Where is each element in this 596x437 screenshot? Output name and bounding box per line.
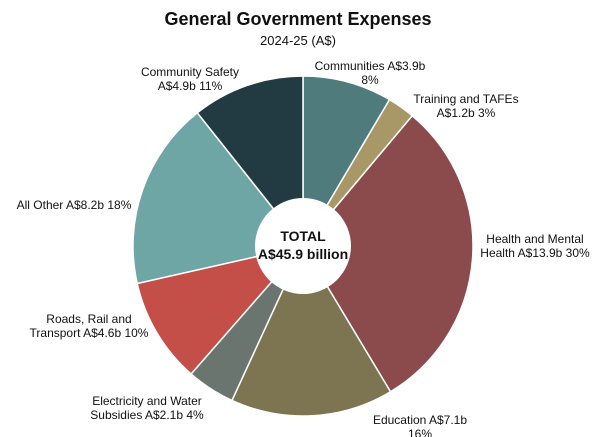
center-total-value: A$45.9 billion (258, 246, 348, 262)
slice-community-safety (196, 75, 304, 249)
label-line: Health A$13.9b 30% (480, 246, 590, 260)
slice-labels: Communities A$3.9b 8%Training and TAFEs A$… (17, 59, 590, 437)
label-health-and-mental-health: Health and Mental Health A$13.9b 30% (480, 232, 590, 260)
label-electricity-and-water-subsidies: Electricity and Water Subsidies A$2.1b 4% (90, 394, 204, 422)
chart-subtitle: 2024-25 (A$) (260, 33, 336, 48)
label-community-safety: Community Safety A$4.9b 11% (141, 65, 239, 93)
donut-hole (255, 198, 351, 294)
chart-title: General Government Expenses (164, 9, 432, 29)
label-line: A$1.2b 3% (437, 106, 496, 120)
label-training-and-tafes: Training and TAFEs A$1.2b 3% (413, 92, 518, 120)
label-line: A$4.9b 11% (158, 79, 223, 93)
label-line: Community Safety (141, 65, 239, 79)
label-line: Communities A$3.9b (315, 59, 426, 73)
label-communities: Communities A$3.9b 8% (315, 59, 426, 87)
label-roads-rail-and-transport: Roads, Rail and Transport A$4.6b 10% (30, 312, 149, 340)
label-line: Transport A$4.6b 10% (30, 326, 149, 340)
label-line: Training and TAFEs (413, 92, 518, 106)
slice-education (230, 244, 392, 417)
label-line: 8% (361, 73, 379, 87)
label-line: Health and Mental (486, 232, 583, 246)
label-line: Electricity and Water (92, 394, 202, 408)
slice-roads-rail-and-transport (136, 244, 306, 376)
label-line: Roads, Rail and (46, 312, 131, 326)
label-line: Subsidies A$2.1b 4% (90, 408, 204, 422)
label-all-other: All Other A$8.2b 18% (17, 198, 132, 212)
center-total-label: TOTAL (280, 228, 326, 244)
label-education: Education A$7.1b 16% (373, 413, 467, 437)
slice-health-and-mental-health (302, 114, 474, 393)
label-line: 16% (408, 427, 432, 437)
label-line: All Other A$8.2b 18% (17, 198, 132, 212)
label-line: Education A$7.1b (373, 413, 467, 427)
